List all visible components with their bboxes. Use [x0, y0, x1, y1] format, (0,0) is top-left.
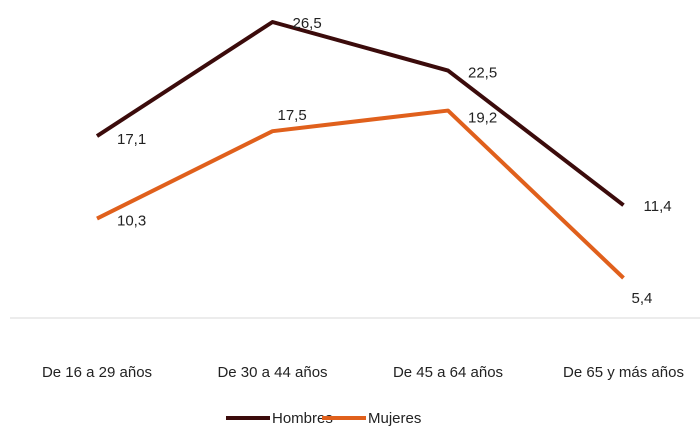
- x-tick-label: De 16 a 29 años: [42, 364, 152, 381]
- legend-label: Mujeres: [368, 410, 421, 427]
- legend-label: Hombres: [272, 410, 333, 427]
- data-label: 10,3: [117, 213, 146, 230]
- data-label: 17,5: [278, 107, 307, 124]
- data-label: 19,2: [468, 110, 497, 127]
- data-label: 26,5: [293, 15, 322, 32]
- data-label: 22,5: [468, 64, 497, 81]
- series-line: [96, 108, 625, 280]
- data-label: 5,4: [632, 290, 653, 307]
- x-tick-label: De 65 y más años: [563, 364, 684, 381]
- data-label: 17,1: [117, 131, 146, 148]
- data-label: 11,4: [644, 198, 672, 215]
- x-tick-label: De 45 a 64 años: [393, 364, 503, 381]
- series-line: [95, 20, 625, 207]
- x-tick-label: De 30 a 44 años: [217, 364, 327, 381]
